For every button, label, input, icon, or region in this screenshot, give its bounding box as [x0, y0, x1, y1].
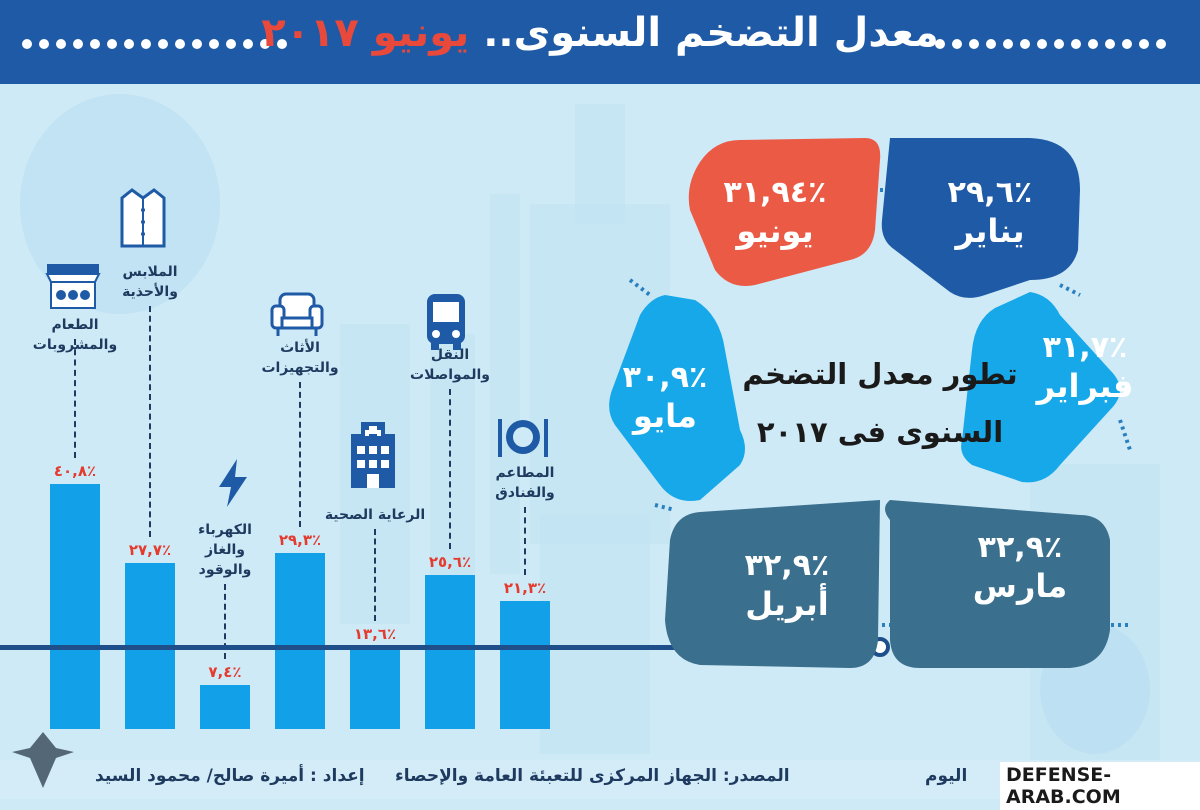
- segment-february-label: ٪٣١,٧ فبراير: [1010, 330, 1160, 406]
- bar-3: [200, 684, 250, 729]
- source-credit: المصدر: الجهاز المركزى للتعبئة العامة وا…: [395, 766, 790, 786]
- bar-value-label: ٪٢٩,٣: [278, 531, 322, 550]
- bus-icon: [427, 294, 465, 350]
- january-value: ٪٢٩,٦: [947, 175, 1033, 210]
- hospital-icon: [351, 422, 395, 488]
- segment-january-label: ٪٢٩,٦ يناير: [915, 175, 1065, 251]
- bar-leader-line: [224, 584, 226, 659]
- bar-value-label: ٪٤٠,٨: [53, 462, 97, 480]
- title-highlight: يونيو ٢٠١٧: [261, 10, 470, 56]
- armchair-icon: [270, 292, 324, 336]
- segment-march: [885, 500, 1110, 668]
- may-month: مايو: [633, 397, 697, 435]
- bar-leader-line: [299, 382, 301, 528]
- bar-6: [425, 575, 475, 729]
- bar-value-label: ٪٢٧,٧: [128, 540, 172, 559]
- ring-title-line1: تطور معدل التضخم: [742, 357, 1018, 391]
- segment-june-label: ٪٣١,٩٤ يونيو: [700, 175, 850, 251]
- march-value: ٪٣٢,٩: [977, 530, 1063, 565]
- bar-leader-line: [149, 306, 151, 537]
- bar-category-label: الكهرباء والغاز والوقود: [198, 522, 252, 578]
- segment-may: [609, 295, 745, 501]
- ring-title-line2: السنوى فى ٢٠١٧: [756, 415, 1004, 449]
- bar-category-label: الأثاث والتجهيزات: [261, 340, 339, 376]
- april-month: أبريل: [745, 585, 829, 623]
- bar-category-label: الرعاية الصحية: [324, 507, 426, 523]
- bar-leader-line: [74, 339, 76, 458]
- june-value: ٪٣١,٩٤: [723, 175, 827, 210]
- bar-leader-line: [449, 389, 451, 550]
- april-value: ٪٣٢,٩: [744, 548, 830, 583]
- plate-fork-knife-icon: [498, 419, 548, 457]
- january-month: يناير: [955, 212, 1025, 250]
- february-value: ٪٣١,٧: [1042, 330, 1128, 365]
- watermark: DEFENSE-ARAB.COM: [1000, 762, 1200, 810]
- february-month: فبراير: [1036, 367, 1134, 405]
- chart-baseline: [0, 645, 880, 650]
- segment-march-label: ٪٣٢,٩ مارس: [945, 530, 1095, 606]
- march-month: مارس: [972, 567, 1068, 605]
- ring-connector: [1059, 283, 1081, 297]
- bar-4: [275, 553, 325, 729]
- segment-june: [688, 138, 881, 286]
- bar-category-label: المطاعم والفنادق: [495, 465, 555, 501]
- bar-category-label: النقل والمواصلات: [410, 347, 490, 383]
- segment-january: [881, 138, 1080, 298]
- bar-category-label: الملابس والأحذية: [122, 264, 178, 300]
- bar-leader-line: [374, 529, 376, 622]
- bar-value-label: ٪١٣,٦: [353, 625, 397, 644]
- bar-value-label: ٪٧,٤: [208, 662, 242, 681]
- market-stall-icon: [45, 264, 101, 309]
- ring-connector: [654, 503, 676, 512]
- bar-value-label: ٪٢٥,٦: [428, 553, 472, 572]
- ring-connector: [628, 278, 652, 297]
- bar-leader-line: [524, 507, 526, 576]
- may-value: ٪٣٠,٩: [622, 360, 708, 395]
- page-title: معدل التضخم السنوى.. يونيو ٢٠١٧: [0, 10, 1200, 56]
- segment-april: [665, 500, 880, 668]
- segment-april-label: ٪٣٢,٩ أبريل: [712, 548, 862, 624]
- bar-value-label: ٪٢١,٣: [503, 579, 547, 598]
- header-dots-right: [935, 34, 1173, 49]
- ring-center-title: تطور معدل التضخم السنوى فى ٢٠١٧: [720, 345, 1040, 461]
- bar-7: [500, 601, 550, 729]
- bar-1: [50, 484, 100, 729]
- lightning-icon: [219, 459, 247, 507]
- monthly-inflation-ring: [609, 138, 1132, 668]
- bar-5: [350, 647, 400, 729]
- prepared-by: إعداد : أميرة صالح/ محمود السيد: [95, 766, 365, 786]
- newspaper-name: اليوم: [925, 766, 968, 786]
- segment-february: [961, 292, 1120, 483]
- segment-may-label: ٪٣٠,٩ مايو: [590, 360, 740, 436]
- title-main: معدل التضخم السنوى..: [469, 10, 939, 56]
- category-bar-chart: ٪٤٠,٨ الطعام والمشروبات ٪٢٧,٧ الملابس والأحذ…: [0, 84, 620, 764]
- ring-connector: [1118, 419, 1132, 451]
- forum-logo-icon: [12, 732, 74, 788]
- shirt-icon: [120, 188, 166, 248]
- june-month: يونيو: [736, 212, 814, 250]
- header-dots-left: [22, 34, 294, 49]
